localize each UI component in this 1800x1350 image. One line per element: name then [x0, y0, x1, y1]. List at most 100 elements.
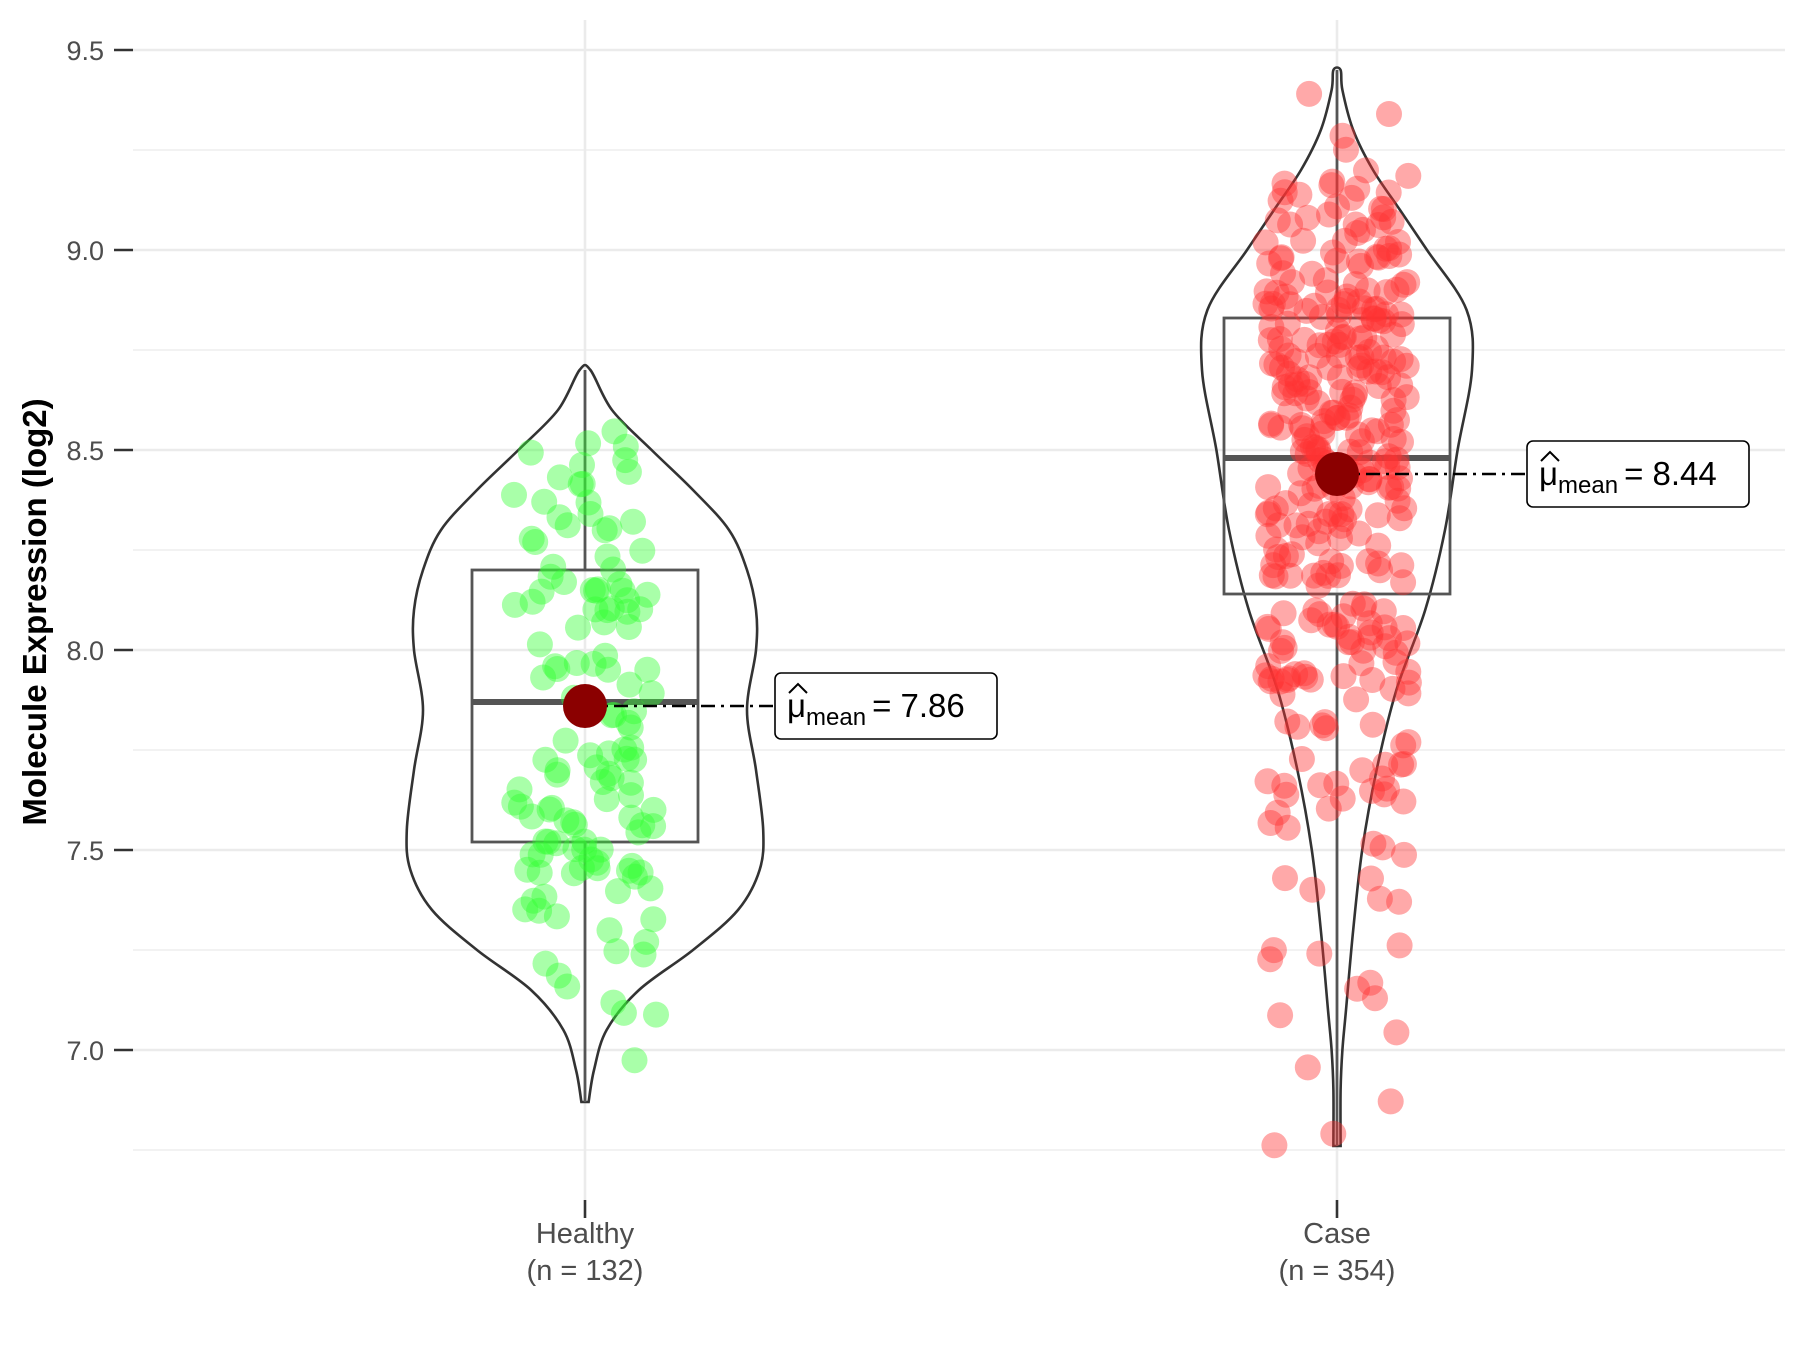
- data-point: [1345, 248, 1372, 275]
- data-point: [1295, 510, 1322, 537]
- data-point: [591, 609, 618, 636]
- data-point: [613, 745, 640, 772]
- data-point: [1255, 615, 1282, 642]
- data-point: [1329, 122, 1356, 149]
- data-point: [1274, 310, 1301, 337]
- data-point: [1346, 439, 1373, 466]
- data-point: [1264, 207, 1291, 234]
- data-point: [1350, 637, 1377, 664]
- data-point: [1370, 598, 1397, 625]
- y-tick-label: 7.0: [66, 1036, 104, 1066]
- data-point: [1257, 946, 1284, 973]
- data-point: [1329, 324, 1356, 351]
- data-point: [598, 595, 625, 622]
- data-point: [1331, 506, 1358, 533]
- data-point: [1362, 358, 1389, 385]
- data-point: [638, 680, 665, 707]
- data-point: [1271, 380, 1298, 407]
- data-point: [1376, 474, 1402, 501]
- data-point: [1331, 227, 1358, 254]
- data-point: [569, 452, 595, 478]
- data-point: [1376, 625, 1402, 652]
- data-point: [1305, 518, 1332, 545]
- data-point: [514, 856, 541, 883]
- data-point: [1306, 940, 1333, 967]
- data-point: [1267, 245, 1294, 272]
- data-point: [621, 1047, 648, 1074]
- data-point: [1336, 496, 1363, 523]
- data-point: [1320, 1120, 1347, 1147]
- data-point: [1278, 541, 1305, 568]
- data-point: [1316, 354, 1343, 381]
- data-point: [1277, 291, 1304, 318]
- data-point: [1378, 208, 1405, 235]
- data-point: [1275, 342, 1302, 369]
- data-point: [1312, 267, 1339, 294]
- data-point: [575, 430, 602, 457]
- data-point: [1348, 428, 1375, 455]
- data-point: [616, 671, 643, 698]
- data-point: [1371, 781, 1398, 808]
- data-point: [1296, 80, 1323, 107]
- data-point: [1290, 227, 1317, 254]
- data-point: [1354, 277, 1381, 304]
- data-point: [1395, 729, 1422, 756]
- data-point: [594, 543, 621, 570]
- data-point: [1254, 768, 1281, 795]
- data-point: [1258, 665, 1285, 692]
- data-point: [1387, 372, 1414, 399]
- data-point: [562, 836, 589, 862]
- data-point: [561, 811, 588, 838]
- data-point: [584, 849, 611, 876]
- data-point: [1386, 241, 1413, 268]
- data-point: [501, 481, 527, 508]
- data-point: [1388, 429, 1414, 455]
- data-point: [1302, 434, 1329, 461]
- data-point: [1289, 438, 1316, 465]
- data-point: [535, 828, 562, 855]
- data-point: [1324, 613, 1350, 640]
- data-point: [610, 999, 637, 1026]
- data-point: [1348, 650, 1375, 677]
- data-point: [552, 727, 579, 754]
- data-point: [627, 859, 654, 886]
- x-category-count: (n = 354): [1279, 1255, 1396, 1287]
- data-point: [615, 614, 642, 640]
- data-point: [1336, 623, 1363, 650]
- data-point: [1334, 283, 1360, 310]
- data-point: [1288, 746, 1315, 772]
- data-point: [1365, 550, 1392, 577]
- data-point: [1342, 379, 1369, 406]
- data-point: [1306, 332, 1333, 359]
- data-point: [1315, 279, 1341, 306]
- data-point: [543, 903, 570, 930]
- data-point: [1318, 172, 1345, 199]
- data-point: [629, 812, 656, 839]
- data-point: [544, 757, 571, 784]
- data-point: [1382, 639, 1409, 666]
- mean-equals: =: [872, 687, 900, 724]
- box-healthy: [470, 568, 700, 844]
- data-point: [1364, 243, 1390, 270]
- data-point: [1272, 543, 1299, 569]
- data-point: [1260, 937, 1287, 964]
- data-point: [1345, 421, 1371, 448]
- data-point: [1342, 211, 1369, 238]
- data-point: [1326, 302, 1353, 329]
- data-point: [1383, 1019, 1410, 1046]
- data-point: [532, 828, 559, 855]
- data-point: [587, 836, 614, 863]
- data-point: [1254, 613, 1281, 640]
- data-point: [1351, 295, 1378, 322]
- data-point: [1252, 662, 1279, 689]
- data-point: [1255, 522, 1282, 549]
- y-tick-label: 8.0: [66, 636, 104, 666]
- data-point: [1284, 366, 1311, 393]
- hat-symbol: [788, 682, 808, 694]
- data-point: [506, 776, 533, 803]
- data-point: [1386, 888, 1413, 915]
- data-point: [1267, 414, 1294, 441]
- data-point: [1308, 304, 1335, 330]
- grid-lines: [133, 20, 1785, 1200]
